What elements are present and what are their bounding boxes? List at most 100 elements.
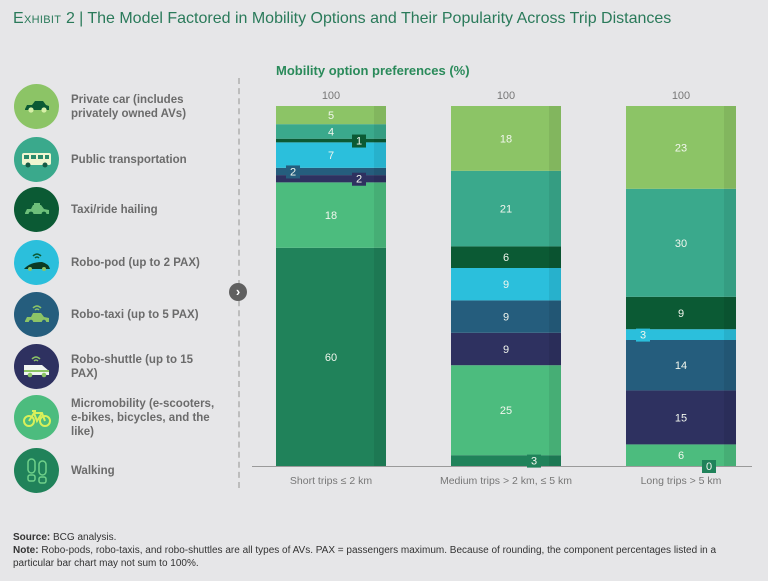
bar-segment — [626, 329, 736, 340]
data-label: 4 — [328, 126, 334, 138]
chevron-right-icon[interactable]: › — [229, 283, 247, 301]
bar-segment — [626, 340, 736, 391]
bar-segment — [626, 106, 736, 189]
footprints-icon — [14, 448, 59, 493]
legend-item-robo-shuttle: Robo-shuttle (up to 15 PAX) — [14, 344, 221, 389]
bar-segment-shade — [549, 455, 561, 466]
bar-segment-shade — [374, 182, 386, 248]
bar-segment-shade — [374, 167, 386, 176]
category-label: Long trips > 5 km — [641, 475, 722, 487]
data-label: 18 — [500, 133, 512, 145]
data-label: 30 — [675, 238, 687, 250]
data-label-box — [702, 460, 716, 473]
exhibit-title: Exhibit 2 | The Model Factored in Mobility… — [13, 10, 671, 28]
data-label: 9 — [503, 312, 509, 324]
bar-segment-shade — [374, 124, 386, 139]
bar-segment-shade — [549, 246, 561, 268]
data-label: 25 — [500, 405, 512, 417]
legend-item-walking: Walking — [14, 448, 221, 493]
data-label-box — [636, 328, 650, 342]
data-label: 18 — [325, 210, 337, 222]
legend-label: Taxi/ride hailing — [71, 203, 158, 216]
bar-segment — [451, 365, 561, 456]
exhibit-number: Exhibit 2 — [13, 10, 76, 27]
bar-segment-shade — [374, 138, 386, 143]
bar-segment-shade — [724, 296, 736, 330]
legend-item-public-transport: Public transportation — [14, 137, 221, 182]
data-label: 6 — [503, 252, 509, 264]
data-label: 9 — [678, 308, 684, 320]
bar-total-label: 100 — [322, 90, 340, 102]
data-label-box — [286, 165, 300, 179]
legend-label: Private car (includes privately owned AV… — [71, 93, 187, 120]
data-label: 3 — [640, 330, 646, 342]
legend-label: Robo-pod (up to 2 PAX) — [71, 256, 200, 269]
bar-segment — [451, 106, 561, 171]
data-label: 60 — [325, 352, 337, 364]
source-text: BCG analysis. — [53, 532, 117, 543]
bar-total-label: 100 — [672, 90, 690, 102]
bar-segment — [276, 124, 386, 139]
legend-item-taxi: Taxi/ride hailing — [14, 187, 221, 232]
data-label: 14 — [675, 360, 687, 372]
bar-segment — [276, 142, 386, 168]
bar-segment — [451, 300, 561, 333]
data-label: 1 — [356, 136, 362, 148]
data-label: 3 — [531, 456, 537, 468]
bar-segment — [451, 332, 561, 366]
bar-segment-shade — [374, 175, 386, 183]
bar-segment-shade — [724, 390, 736, 445]
bar-segment-shade — [549, 332, 561, 366]
bar-segment-shade — [549, 268, 561, 301]
legend-label: Public transportation — [71, 153, 187, 166]
bar-segment — [276, 138, 386, 143]
legend-item-micromobility: Micromobility (e-scooters, e-bikes, bicy… — [14, 395, 221, 440]
bar-segment — [626, 390, 736, 445]
source-label: Source: — [13, 532, 51, 543]
legend-label: Walking — [71, 464, 115, 477]
bar-segment — [451, 268, 561, 301]
bar-segment-shade — [374, 106, 386, 125]
bar-segment — [276, 175, 386, 183]
data-label: 2 — [290, 166, 296, 178]
bus-icon — [14, 137, 59, 182]
data-label-box — [527, 454, 541, 468]
data-label: 0 — [706, 461, 712, 473]
bar-segment-shade — [549, 365, 561, 456]
data-label: 7 — [328, 150, 334, 162]
footer: Source: BCG analysis. Note: Robo-pods, r… — [13, 531, 753, 570]
data-label: 15 — [675, 412, 687, 424]
bar-segment — [626, 188, 736, 297]
taxi-icon — [14, 187, 59, 232]
bar-segment-shade — [549, 106, 561, 171]
bar-total-label: 100 — [497, 90, 515, 102]
car-icon — [14, 84, 59, 129]
robo-shuttle-icon — [14, 344, 59, 389]
bar-segment-shade — [724, 340, 736, 391]
data-label: 2 — [356, 174, 362, 186]
title-separator: | — [79, 10, 84, 27]
data-label-box — [352, 134, 366, 148]
category-label: Medium trips > 2 km, ≤ 5 km — [440, 475, 572, 487]
bar-segment — [451, 455, 561, 466]
bar-segment — [276, 247, 386, 466]
bar-segment-shade — [724, 329, 736, 340]
data-label-box — [352, 172, 366, 186]
note-label: Note: — [13, 545, 39, 556]
bar-segment-shade — [724, 188, 736, 297]
bar-segment-shade — [724, 106, 736, 189]
data-label: 9 — [503, 344, 509, 356]
data-label: 21 — [500, 204, 512, 216]
legend-item-private-car: Private car (includes privately owned AV… — [14, 84, 221, 129]
legend-label: Robo-taxi (up to 5 PAX) — [71, 308, 199, 321]
bar-segment — [626, 296, 736, 330]
data-label: 5 — [328, 110, 334, 122]
legend-item-robo-taxi: Robo-taxi (up to 5 PAX) — [14, 292, 221, 337]
data-label: 6 — [678, 450, 684, 462]
legend-label: Micromobility (e-scooters, e-bikes, bicy… — [71, 397, 215, 438]
bar-segment-shade — [724, 444, 736, 466]
data-label: 9 — [503, 279, 509, 291]
category-label: Short trips ≤ 2 km — [290, 475, 372, 487]
note-text: Robo-pods, robo-taxis, and robo-shuttles… — [13, 545, 717, 569]
bar-segment — [276, 182, 386, 248]
